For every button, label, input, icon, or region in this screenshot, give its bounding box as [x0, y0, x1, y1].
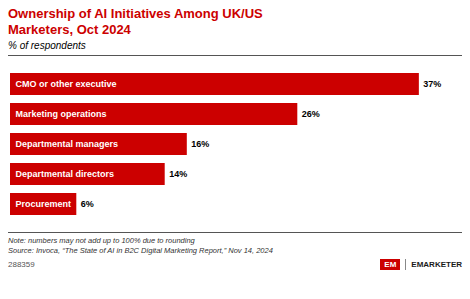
html-text:% of respondents: % of respondents [8, 40, 86, 52]
html-text:EMARKETER: EMARKETER [411, 260, 462, 270]
svg-text:Procurement: Procurement [16, 200, 72, 210]
svg-text:16%: 16% [191, 140, 209, 150]
html-text:Note: numbers may not add up t: Note: numbers may not add up to 100% due… [8, 236, 273, 256]
html-text:288359: 288359 [8, 260, 35, 270]
svg-text:37%: 37% [423, 80, 441, 90]
html-text:EM: EM [384, 260, 397, 270]
svg-text:Departmental managers: Departmental managers [16, 140, 119, 150]
svg-text:Departmental directors: Departmental directors [16, 170, 115, 180]
svg-text:14%: 14% [169, 170, 187, 180]
svg-text:CMO or other executive: CMO or other executive [16, 80, 117, 90]
svg-text:Marketing operations: Marketing operations [16, 110, 107, 120]
svg-text:26%: 26% [302, 110, 320, 120]
svg-text:6%: 6% [81, 200, 94, 210]
html-text:Ownership of AI Initiatives Am: Ownership of AI Initiatives Among UK/US … [8, 6, 263, 37]
